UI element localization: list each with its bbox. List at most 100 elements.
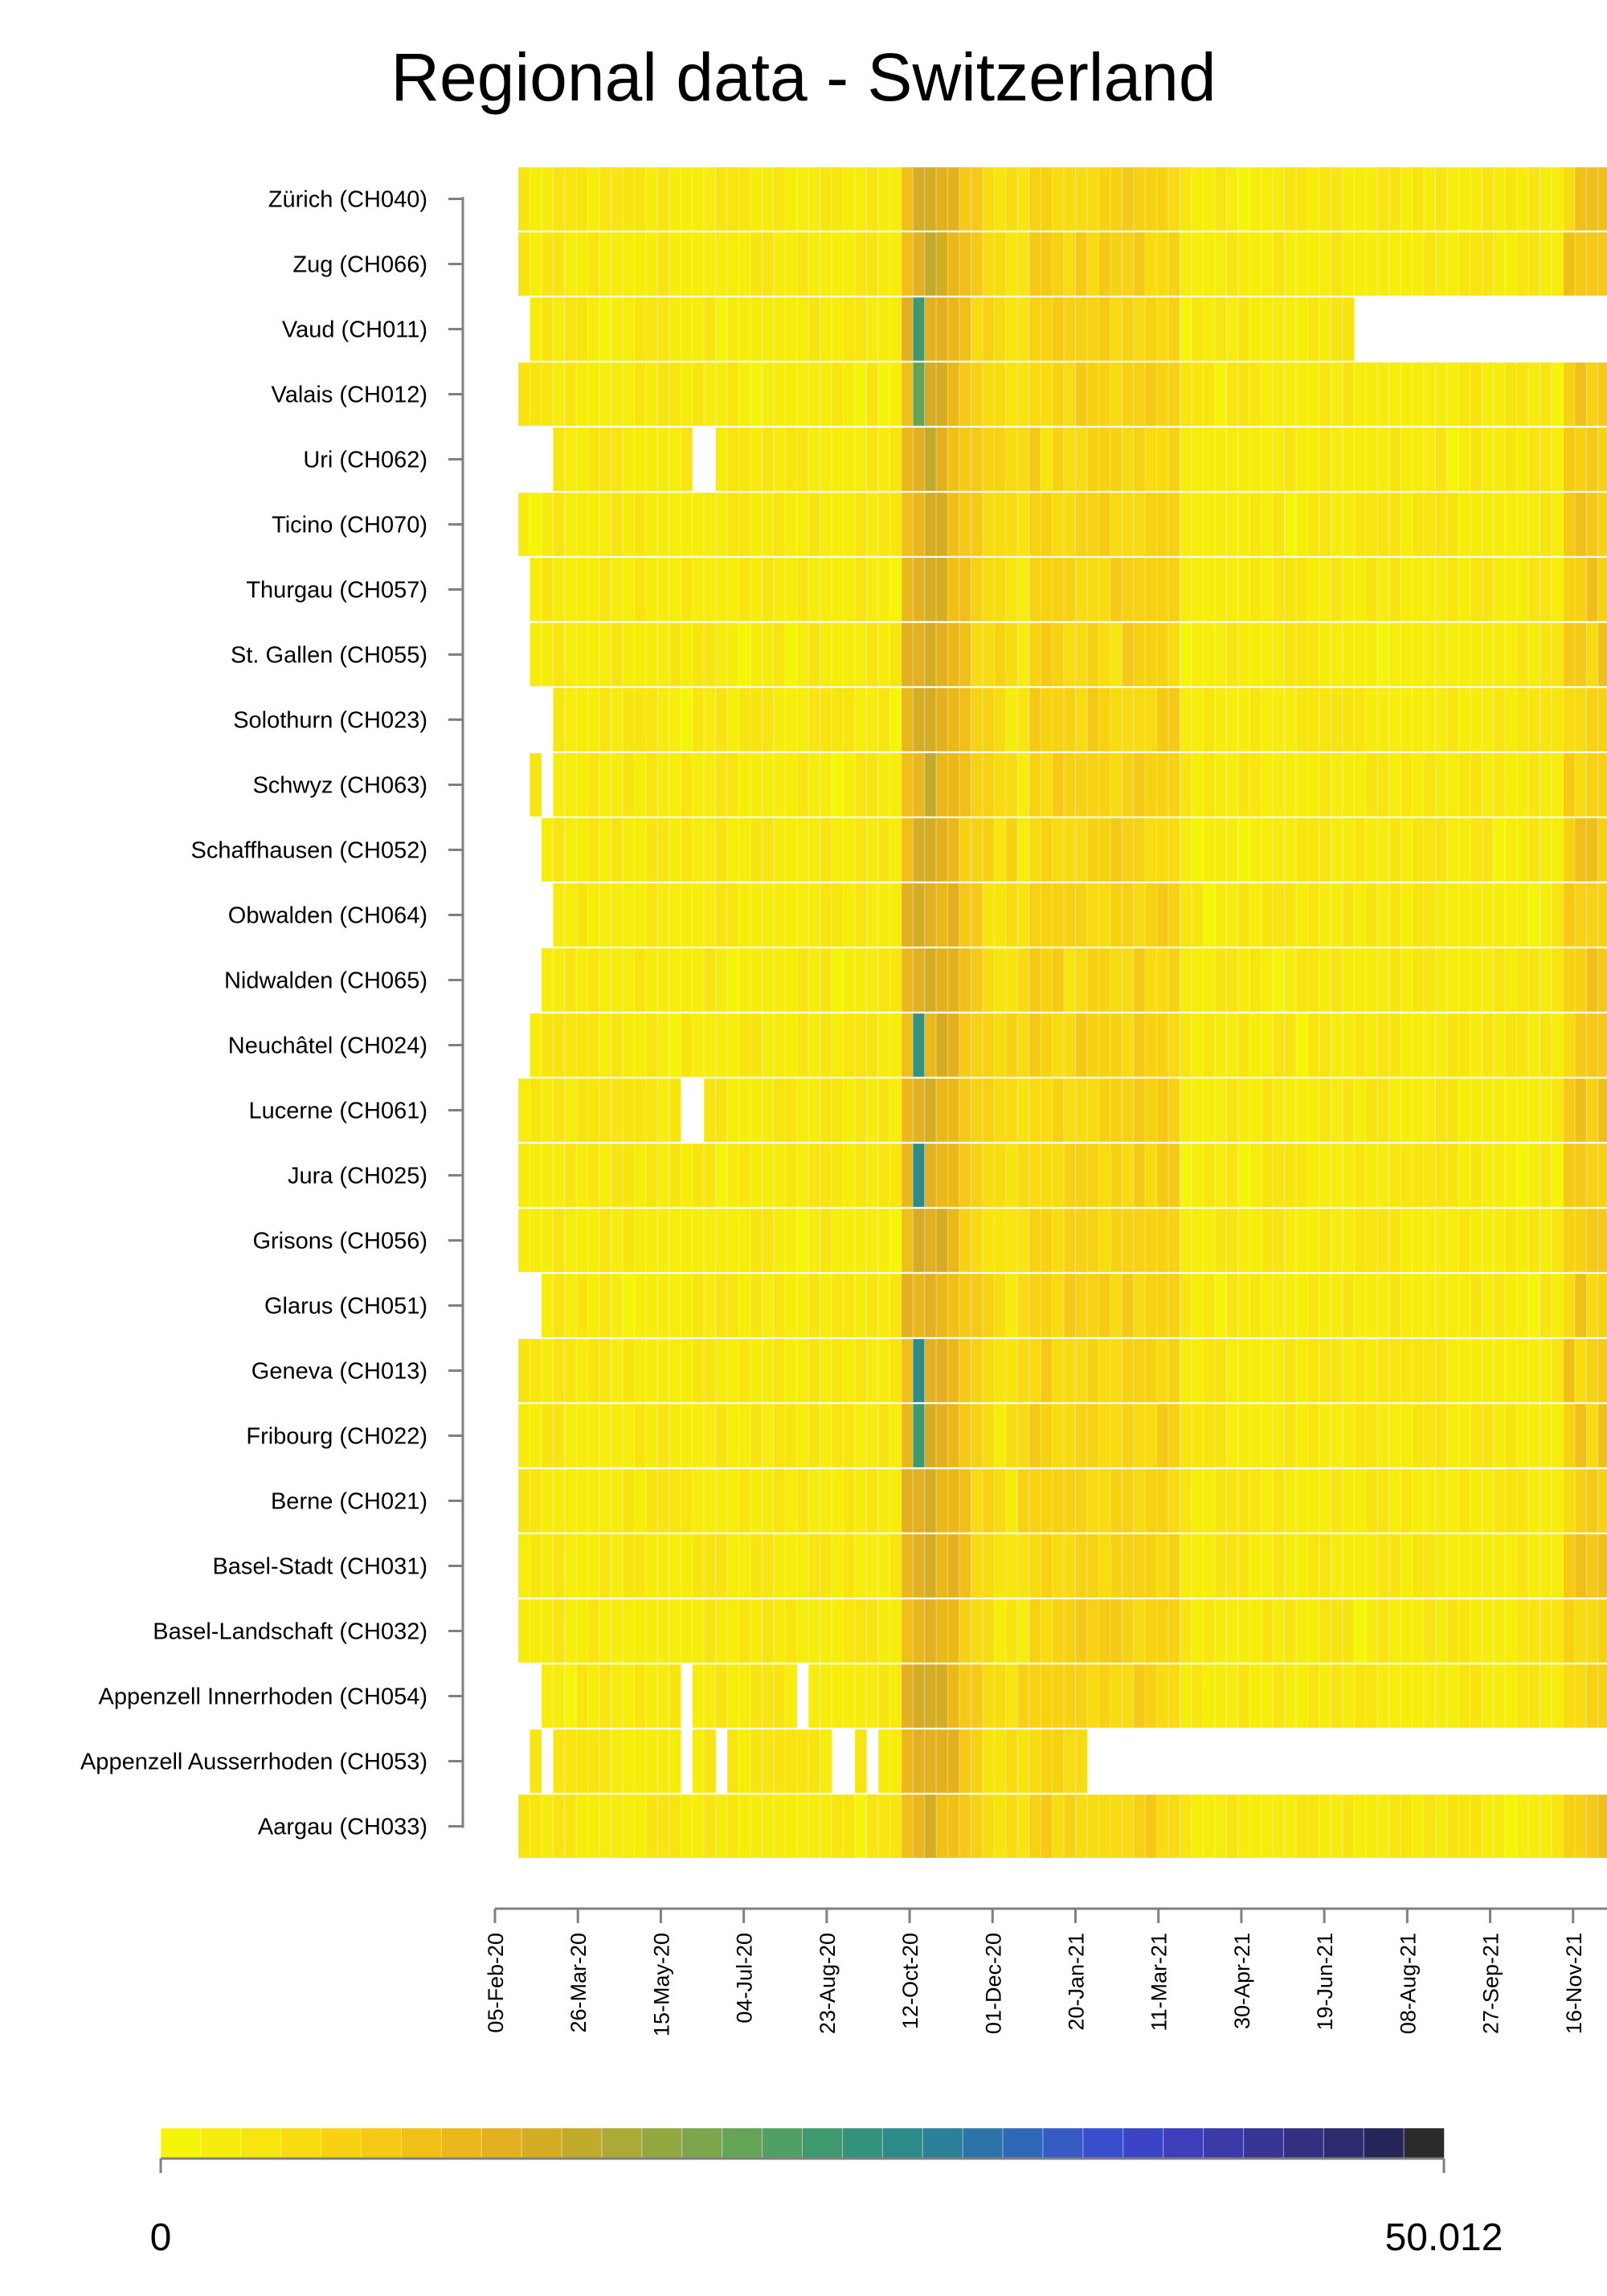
heatmap-cell <box>796 557 809 622</box>
heatmap-cell <box>1446 687 1460 752</box>
heatmap-cell <box>1156 947 1169 1013</box>
heatmap-cell <box>1458 1143 1471 1208</box>
heatmap-cell <box>633 1468 647 1533</box>
heatmap-cell <box>656 492 670 557</box>
heatmap-cell <box>1574 1273 1588 1338</box>
heatmap-cell <box>1214 1338 1228 1403</box>
heatmap-cell <box>1412 1403 1425 1468</box>
heatmap-cell <box>959 231 972 297</box>
heatmap-cell <box>820 1664 832 1729</box>
heatmap-cell <box>1156 557 1169 622</box>
heatmap-cell <box>1527 1794 1541 1859</box>
heatmap-cell <box>1086 687 1100 752</box>
heatmap-cell <box>1551 622 1564 687</box>
heatmap-cell <box>1295 492 1309 557</box>
heatmap-cell <box>970 1143 983 1208</box>
heatmap-cell <box>1597 1078 1607 1143</box>
heatmap-cell <box>1540 1403 1552 1468</box>
heatmap-cell <box>1470 166 1483 231</box>
heatmap-cell <box>1319 1794 1332 1859</box>
heatmap-cell <box>831 1533 844 1598</box>
heatmap-cell <box>808 166 821 231</box>
heatmap-cell <box>1540 1533 1552 1598</box>
heatmap-cell <box>656 557 670 622</box>
heatmap-cell <box>877 1403 891 1468</box>
heatmap-cell <box>1167 1273 1181 1338</box>
heatmap-cell <box>1167 1533 1181 1598</box>
heatmap-cell <box>1319 1078 1332 1143</box>
heatmap-cell <box>877 1664 891 1729</box>
heatmap-cell <box>761 427 775 492</box>
heatmap-cell <box>611 1338 624 1403</box>
heatmap-cell <box>692 362 705 427</box>
heatmap-cell <box>993 1533 1007 1598</box>
heatmap-cell <box>1562 817 1576 882</box>
heatmap-cell <box>1330 882 1343 947</box>
heatmap-cell <box>877 1338 891 1403</box>
heatmap-cell <box>669 557 681 622</box>
heatmap-cell <box>1342 166 1356 231</box>
heatmap-cell <box>1504 622 1518 687</box>
heatmap-cell <box>808 817 821 882</box>
heatmap-cell <box>529 1403 542 1468</box>
heatmap-cell <box>656 362 670 427</box>
heatmap-cell <box>726 1208 740 1273</box>
heatmap-cell <box>901 947 914 1013</box>
heatmap-cell <box>901 687 914 752</box>
heatmap-cell <box>877 557 891 622</box>
heatmap-cell <box>1202 817 1216 882</box>
heatmap-cell <box>1574 1338 1588 1403</box>
heatmap-cell <box>1540 1273 1552 1338</box>
heatmap-cell <box>1249 231 1262 297</box>
heatmap-cell <box>1574 1403 1588 1468</box>
heatmap-cell <box>1481 1143 1495 1208</box>
heatmap-cell <box>1562 1273 1576 1338</box>
heatmap-cell <box>692 687 705 752</box>
heatmap-cell <box>564 1533 577 1598</box>
heatmap-cell <box>924 1794 937 1859</box>
heatmap-cell <box>680 557 693 622</box>
heatmap-cell <box>1493 1598 1506 1664</box>
heatmap-cell <box>1016 752 1030 817</box>
heatmap-cell <box>982 362 996 427</box>
heatmap-cell <box>1121 1208 1135 1273</box>
heatmap-cell <box>1574 1143 1588 1208</box>
heatmap-cell <box>1376 947 1390 1013</box>
heatmap-cell <box>1446 1078 1460 1143</box>
colorbar-swatch <box>762 2127 804 2159</box>
heatmap-cell <box>761 362 775 427</box>
heatmap-cell <box>912 1664 926 1729</box>
heatmap-cell <box>796 752 809 817</box>
heatmap-cell <box>1353 557 1367 622</box>
heatmap-cell <box>889 687 902 752</box>
heatmap-cell <box>1063 1143 1077 1208</box>
heatmap-cell <box>1504 1533 1518 1598</box>
heatmap-cell <box>669 1729 681 1794</box>
heatmap-cell <box>1040 1664 1053 1729</box>
heatmap-cell <box>1156 882 1169 947</box>
y-tick-label: Vaud (CH011) <box>282 317 427 343</box>
heatmap-cell <box>1562 1338 1576 1403</box>
heatmap-cell <box>1261 1208 1274 1273</box>
x-tick-label: 20-Jan-21 <box>1065 1933 1089 2031</box>
heatmap-cell <box>1028 1794 1041 1859</box>
heatmap-cell <box>1412 752 1425 817</box>
heatmap-cell <box>680 1403 693 1468</box>
heatmap-cell <box>692 882 705 947</box>
heatmap-cell <box>645 1403 659 1468</box>
heatmap-cell <box>1307 427 1320 492</box>
heatmap-cell <box>796 1403 809 1468</box>
heatmap-cell <box>680 1013 693 1078</box>
heatmap-cell <box>865 231 879 297</box>
heatmap-cell <box>854 882 868 947</box>
heatmap-cell <box>796 817 809 882</box>
heatmap-cell <box>1493 1468 1506 1533</box>
heatmap-cell <box>982 492 996 557</box>
heatmap-cell <box>808 687 821 752</box>
y-tick-label: Obwalden (CH064) <box>228 903 427 929</box>
heatmap-cell <box>901 297 914 362</box>
heatmap-cell <box>1133 817 1146 882</box>
heatmap-cell <box>715 1208 728 1273</box>
heatmap-cell <box>912 166 926 231</box>
heatmap-cell <box>726 362 740 427</box>
